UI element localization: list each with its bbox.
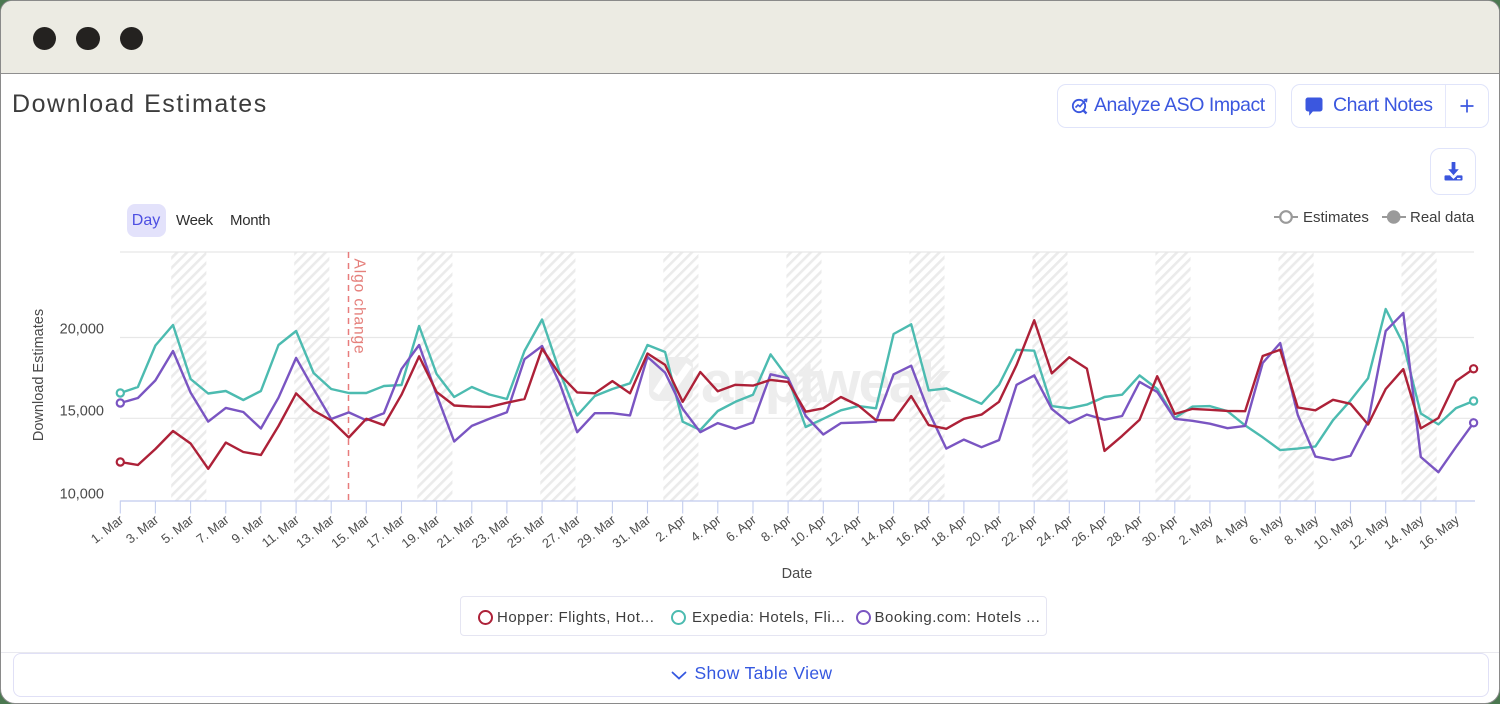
svg-text:4. Apr: 4. Apr (688, 512, 725, 545)
svg-text:Download Estimates: Download Estimates (31, 309, 47, 441)
svg-text:27. Mar: 27. Mar (539, 512, 583, 551)
svg-text:Algo change: Algo change (351, 259, 368, 355)
svg-text:25. Mar: 25. Mar (504, 512, 548, 551)
svg-text:2. Apr: 2. Apr (653, 512, 690, 545)
svg-text:22. Apr: 22. Apr (998, 512, 1040, 550)
svg-text:28. Apr: 28. Apr (1104, 512, 1146, 550)
svg-text:20,000: 20,000 (60, 322, 104, 338)
svg-text:6. May: 6. May (1246, 512, 1286, 548)
svg-text:10,000: 10,000 (60, 487, 104, 503)
svg-text:6. Apr: 6. Apr (723, 512, 760, 545)
svg-text:31. Mar: 31. Mar (609, 512, 653, 551)
svg-text:21. Mar: 21. Mar (434, 512, 478, 551)
svg-text:2. May: 2. May (1176, 512, 1216, 548)
svg-text:15. Mar: 15. Mar (328, 512, 372, 551)
svg-text:13. Mar: 13. Mar (293, 512, 337, 551)
svg-text:15,000: 15,000 (60, 404, 104, 420)
svg-text:23. Mar: 23. Mar (469, 512, 513, 551)
svg-text:26. Apr: 26. Apr (1069, 512, 1111, 550)
svg-text:5. Mar: 5. Mar (158, 512, 197, 547)
svg-text:10. Apr: 10. Apr (787, 512, 829, 550)
svg-text:12. Apr: 12. Apr (823, 512, 865, 550)
svg-text:30. Apr: 30. Apr (1139, 512, 1181, 550)
svg-text:11. Mar: 11. Mar (259, 512, 303, 551)
svg-text:14. Apr: 14. Apr (858, 512, 900, 550)
svg-text:16. May: 16. May (1416, 512, 1462, 553)
svg-text:7. Mar: 7. Mar (193, 512, 232, 547)
svg-text:3. Mar: 3. Mar (123, 512, 162, 547)
svg-text:29. Mar: 29. Mar (574, 512, 618, 551)
svg-text:18. Apr: 18. Apr (928, 512, 970, 550)
svg-text:16. Apr: 16. Apr (893, 512, 935, 550)
svg-text:20. Apr: 20. Apr (963, 512, 1005, 550)
svg-text:19. Mar: 19. Mar (398, 512, 442, 551)
svg-text:4. May: 4. May (1211, 512, 1251, 548)
svg-text:17. Mar: 17. Mar (363, 512, 407, 551)
svg-text:1. Mar: 1. Mar (88, 512, 127, 547)
svg-text:24. Apr: 24. Apr (1033, 512, 1075, 550)
